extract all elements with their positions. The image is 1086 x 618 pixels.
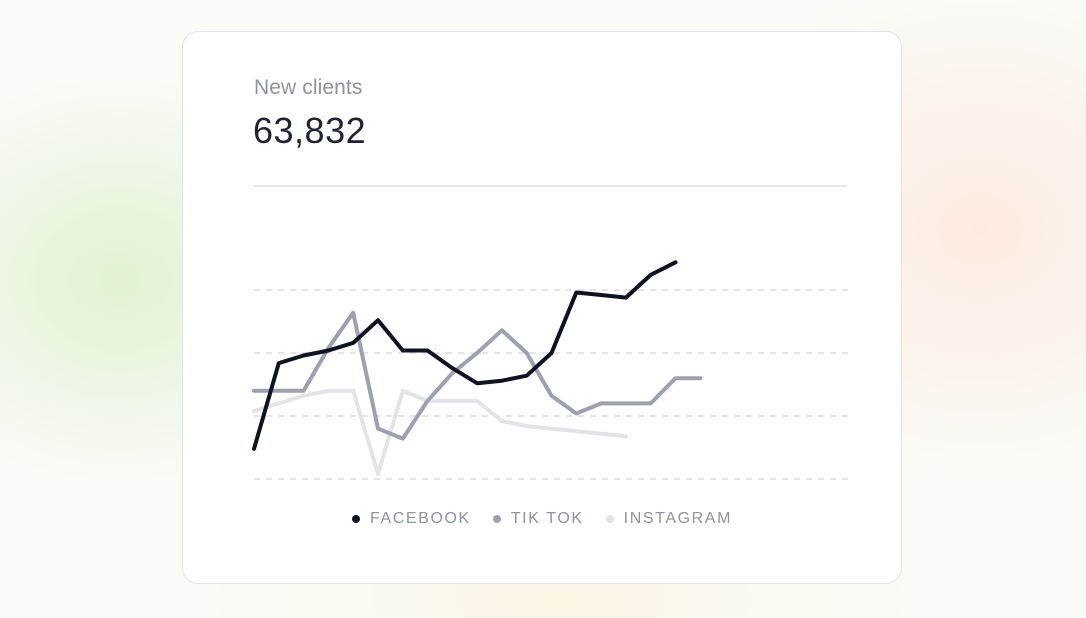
legend-label: TIK TOK (510, 510, 584, 527)
series-line-instagram (252, 388, 628, 476)
card-label: New clients (254, 76, 363, 99)
legend-dot-icon (492, 515, 501, 523)
line-chart (252, 260, 849, 480)
series-line-facebook (252, 260, 678, 451)
series-line-tik-tok (252, 310, 703, 441)
chart-legend: FACEBOOK TIK TOK INSTAGRAM (183, 510, 901, 528)
legend-item-tik-tok: TIK TOK (492, 510, 584, 528)
new-clients-card: New clients 63,832 FACEBOOK TIK TOK INSTAG… (182, 31, 902, 584)
legend-dot-icon (351, 515, 360, 523)
legend-dot-icon (605, 515, 614, 523)
legend-item-instagram: INSTAGRAM (605, 510, 733, 528)
card-divider (254, 185, 847, 187)
legend-item-facebook: FACEBOOK (351, 510, 471, 528)
legend-label: FACEBOOK (369, 510, 471, 527)
chart-grid (254, 289, 849, 480)
chart-series (252, 260, 703, 476)
card-value: 63,832 (253, 110, 367, 151)
legend-label: INSTAGRAM (623, 510, 733, 527)
